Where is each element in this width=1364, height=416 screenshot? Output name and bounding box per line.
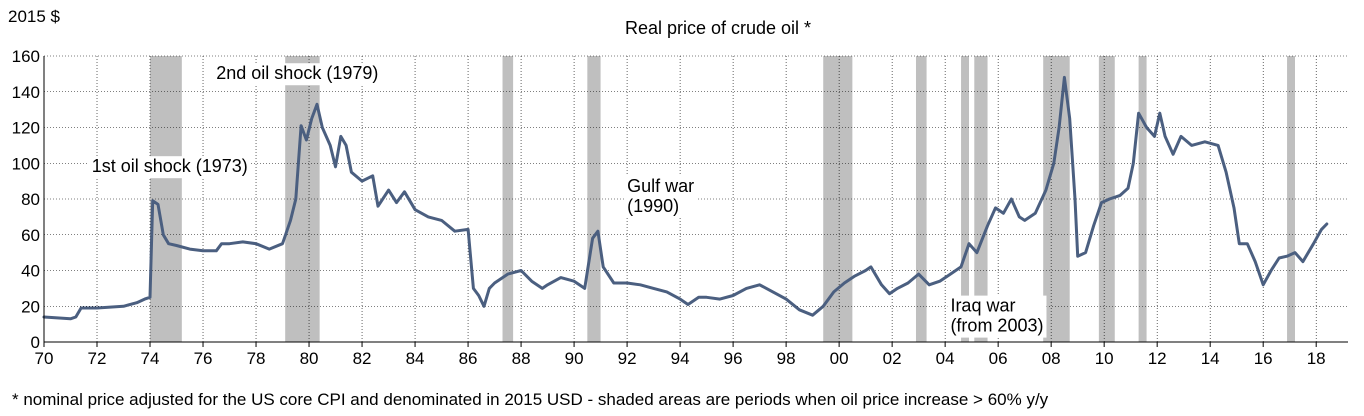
x-tick-label: 74 — [141, 349, 160, 368]
x-tick-label: 84 — [406, 349, 425, 368]
annotation-text: Iraq war — [950, 296, 1015, 316]
annotation-text: (1990) — [627, 196, 679, 216]
x-tick-label: 78 — [247, 349, 266, 368]
y-tick-label: 0 — [31, 333, 40, 352]
annotation-0: 1st oil shock (1973) — [88, 156, 251, 179]
chart-footnote: * nominal price adjusted for the US core… — [12, 390, 1049, 409]
x-tick-label: 88 — [512, 349, 531, 368]
y-tick-label: 100 — [12, 154, 40, 173]
x-tick-label: 08 — [1042, 349, 1061, 368]
shaded-period-8 — [1043, 56, 1070, 342]
annotation-3: Iraq war(from 2003) — [947, 295, 1047, 338]
x-tick-label: 80 — [300, 349, 319, 368]
annotation-background — [88, 156, 251, 179]
annotation-background — [624, 175, 698, 218]
x-tick-label: 18 — [1307, 349, 1326, 368]
x-tick-label: 70 — [35, 349, 54, 368]
y-tick-label: 20 — [21, 297, 40, 316]
x-tick-label: 14 — [1201, 349, 1220, 368]
x-tick-label: 72 — [88, 349, 107, 368]
x-tick-label: 86 — [459, 349, 478, 368]
y-tick-label: 60 — [21, 226, 40, 245]
y-tick-label: 80 — [21, 190, 40, 209]
x-tick-label: 92 — [618, 349, 637, 368]
y-tick-label: 160 — [12, 47, 40, 66]
shaded-period-11 — [1287, 56, 1295, 342]
x-tick-label: 10 — [1095, 349, 1114, 368]
x-tick-label: 02 — [883, 349, 902, 368]
y-axis-unit-label: 2015 $ — [8, 7, 61, 26]
annotation-background — [213, 63, 382, 86]
x-tick-label: 94 — [671, 349, 690, 368]
x-tick-label: 06 — [989, 349, 1008, 368]
annotation-text: 1st oil shock (1973) — [92, 156, 248, 176]
series-layer — [42, 75, 1329, 321]
series-line-0 — [42, 75, 1329, 321]
annotation-2: Gulf war(1990) — [624, 175, 698, 218]
x-tick-label: 76 — [194, 349, 213, 368]
x-tick-label: 04 — [936, 349, 955, 368]
y-tick-label: 40 — [21, 262, 40, 281]
x-tick-label: 12 — [1148, 349, 1167, 368]
annotation-background — [947, 295, 1047, 338]
y-tick-label: 140 — [12, 83, 40, 102]
x-tick-label: 00 — [830, 349, 849, 368]
annotation-text: (from 2003) — [950, 316, 1043, 336]
y-tick-label: 120 — [12, 119, 40, 138]
x-tick-label: 98 — [777, 349, 796, 368]
annotation-text: Gulf war — [627, 176, 694, 196]
annotation-text: 2nd oil shock (1979) — [216, 63, 378, 83]
x-tick-label: 96 — [724, 349, 743, 368]
x-tick-label: 16 — [1254, 349, 1273, 368]
annotations: 1st oil shock (1973) 2nd oil shock (1979)… — [88, 63, 1047, 338]
chart-title: Real price of crude oil * — [625, 18, 811, 38]
x-tick-label: 90 — [565, 349, 584, 368]
shaded-period-2 — [502, 56, 514, 342]
shaded-period-0 — [150, 56, 182, 342]
oil-price-chart: 1st oil shock (1973) 2nd oil shock (1979)… — [8, 7, 1348, 368]
shaded-period-4 — [823, 56, 853, 342]
annotation-1: 2nd oil shock (1979) — [213, 63, 382, 86]
x-tick-label: 82 — [353, 349, 372, 368]
shaded-period-5 — [915, 56, 927, 342]
